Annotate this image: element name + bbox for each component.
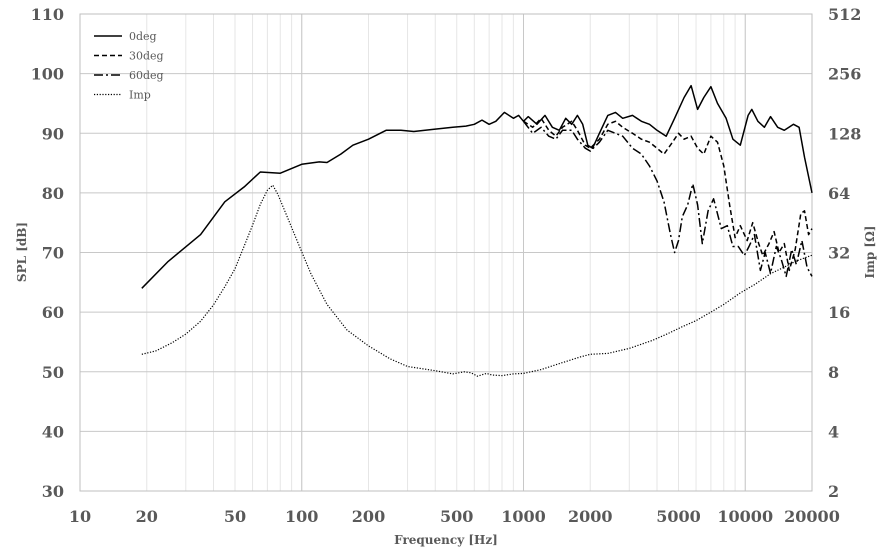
y-tick-label: 100 [31,65,64,84]
x-tick-label: 50 [224,507,246,526]
y2-tick-label: 2 [828,482,839,501]
y2-tick-label: 8 [828,363,839,382]
x-tick-label: 1000 [501,507,546,526]
x-tick-label: 200 [352,507,385,526]
major-gridlines [79,13,812,492]
y2-tick-label: 256 [828,65,861,84]
y-tick-label: 90 [42,124,64,143]
legend: 0deg 30deg 60deg Imp [94,30,164,102]
series-layer [141,84,813,377]
y-tick-label: 80 [42,184,64,203]
series-line-60deg [522,120,813,278]
y2-tick-label: 16 [828,303,850,322]
legend-label: 30deg [129,50,164,63]
x-tick-label: 500 [440,507,473,526]
x-tick-labels: 10 20 50 100 200 500 1000 2000 5000 10000 20000 [69,507,840,526]
series-line-0deg [141,84,813,289]
y2-tick-label: 128 [828,124,861,143]
plot-frame [79,13,813,492]
series-line-30deg [523,117,813,272]
x-axis-title: Frequency [Hz] [394,533,498,547]
x-tick-label: 5000 [656,507,701,526]
x-tick-label: 20 [136,507,158,526]
series-line-imp [141,184,813,377]
y-tick-label: 30 [42,482,64,501]
legend-label: Imp [129,89,151,102]
y-axis-title: SPL [dB] [15,222,29,282]
y-tick-label: 70 [42,244,64,263]
x-tick-label: 10000 [717,507,773,526]
y-tick-label: 50 [42,363,64,382]
y-tick-label: 110 [31,5,64,24]
y-tick-label: 40 [42,422,64,441]
x-tick-label: 2000 [568,507,613,526]
y2-tick-label: 32 [828,244,850,263]
legend-label: 0deg [129,30,157,43]
x-tick-label: 10 [69,507,91,526]
x-tick-label: 100 [285,507,318,526]
y2-axis-title: Imp [Ω] [863,226,877,279]
y-tick-label: 60 [42,303,64,322]
y2-tick-label: 4 [828,422,839,441]
legend-label: 60deg [129,69,164,82]
y2-tick-label: 64 [828,184,850,203]
y2-tick-label: 512 [828,5,861,24]
y2-tick-labels: 2 4 8 16 32 64 128 256 512 [828,5,861,501]
x-tick-label: 20000 [784,507,840,526]
y-tick-labels: 30 40 50 60 70 80 90 100 110 [31,5,64,501]
